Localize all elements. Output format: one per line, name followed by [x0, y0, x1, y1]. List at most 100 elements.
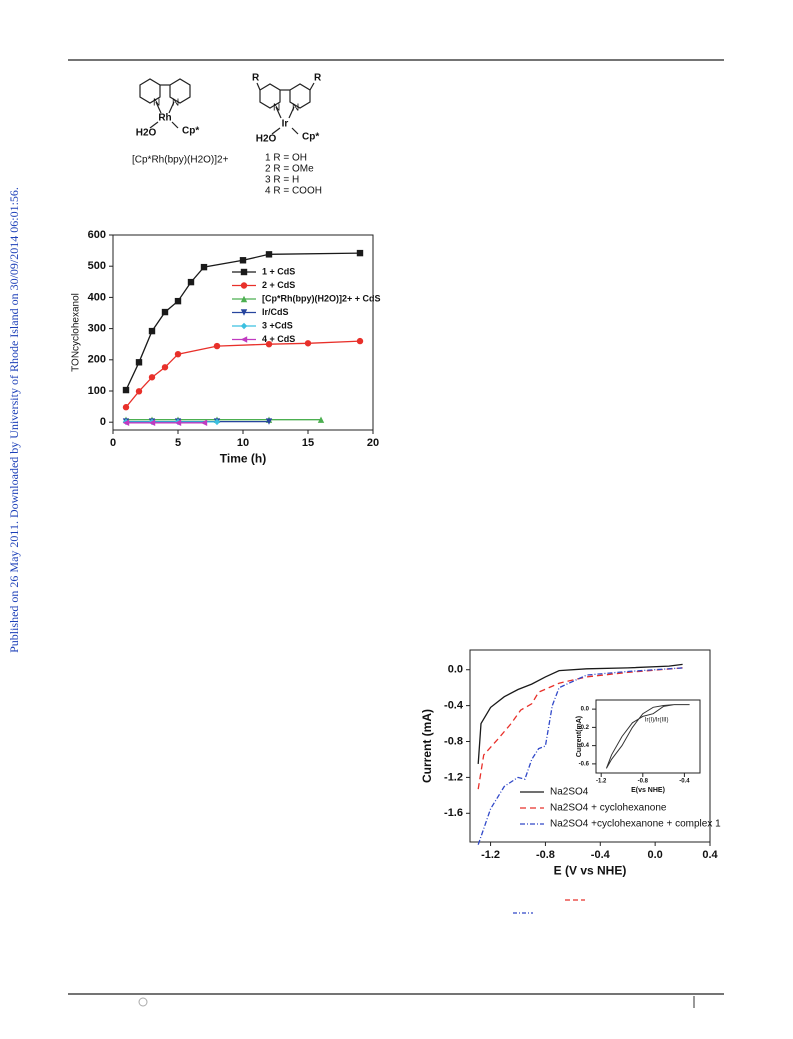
marker: [240, 268, 248, 276]
x-tick-label: -0.8: [638, 779, 649, 785]
compound-name: [Cp*Rh(bpy)(H2O)]2+: [132, 155, 229, 166]
bond: [168, 101, 175, 114]
x-axis-label: E(vs NHE): [631, 787, 665, 794]
marker: [187, 278, 195, 286]
marker: [148, 419, 156, 427]
y-tick-label: 0.0: [448, 664, 463, 676]
x-tick-label: -0.4: [679, 779, 690, 785]
metal: Rh: [158, 113, 171, 124]
series-line: [125, 252, 361, 391]
x-tick-label: 0.4: [702, 849, 718, 861]
legend-label: Na2SO4: [550, 787, 589, 798]
y-tick-label: -0.4: [579, 743, 590, 749]
marker: [200, 419, 208, 427]
marker: [317, 416, 325, 423]
x-tick-label: -1.2: [596, 779, 607, 785]
marker: [240, 282, 248, 289]
y-tick-label: -0.4: [444, 700, 464, 712]
marker: [304, 340, 312, 347]
atom: N: [172, 98, 179, 109]
ir-structure: [256, 82, 315, 135]
y-axis-label: Current (mA): [420, 709, 434, 783]
marker: [122, 419, 130, 427]
marker: [265, 341, 273, 348]
ligand: Cp*: [302, 132, 319, 143]
y-tick-label: 600: [88, 229, 106, 241]
y-tick-label: -1.2: [444, 771, 463, 783]
bond: [155, 101, 162, 114]
x-tick-label: 15: [302, 437, 314, 449]
marker: [135, 388, 143, 395]
x-tick-label: -1.2: [481, 849, 500, 861]
variant: 1 R = OH: [265, 153, 307, 164]
y-tick-label: 500: [88, 260, 106, 272]
x-axis-label: E (V vs NHE): [554, 864, 627, 878]
atom: N: [292, 103, 299, 114]
y-tick-label: 0.0: [581, 707, 590, 713]
marker: [265, 251, 273, 258]
y-axis-label: Current(mA): [576, 716, 583, 757]
bond: [256, 82, 261, 91]
footer-icon: [138, 997, 148, 1007]
x-tick-label: 0.0: [647, 849, 662, 861]
marker: [213, 418, 221, 426]
ligand: H2O: [256, 134, 277, 145]
ring: [169, 78, 191, 104]
bond: [171, 121, 179, 129]
series-line: [477, 667, 683, 845]
plot-frame: [595, 699, 701, 774]
y-tick-label: 300: [88, 323, 106, 335]
x-tick-label: 5: [175, 437, 181, 449]
x-tick-label: -0.4: [591, 849, 611, 861]
marker: [240, 295, 248, 303]
bond: [149, 121, 159, 129]
atom: N: [153, 98, 160, 109]
marker: [240, 322, 248, 330]
y-tick-label: -0.6: [579, 761, 590, 767]
bond: [288, 106, 295, 119]
marker: [161, 364, 169, 371]
legend-label: Ir/CdS: [262, 307, 289, 317]
marker: [122, 404, 130, 411]
series-line: [477, 667, 683, 790]
y-tick-label: -1.6: [444, 807, 463, 819]
y-tick-label: 0: [100, 416, 106, 428]
y-tick-label: 200: [88, 354, 106, 366]
legend-label: 4 + CdS: [262, 334, 295, 344]
ring: [289, 83, 311, 109]
marker: [148, 374, 156, 381]
y-tick-label: 100: [88, 385, 106, 397]
x-tick-label: 20: [367, 437, 379, 449]
marker: [356, 249, 364, 257]
marker: [213, 342, 221, 350]
marker: [265, 418, 273, 425]
atom: N: [273, 103, 280, 114]
legend-label: Na2SO4 + cyclohexanone: [550, 803, 667, 814]
y-tick-label: -0.2: [579, 725, 590, 731]
bond: [291, 127, 299, 135]
substituent: R: [252, 73, 260, 84]
y-axis-label: TONcyclohexanol: [71, 293, 82, 372]
series-line: [125, 340, 361, 408]
marker: [200, 263, 208, 271]
ring: [259, 83, 281, 109]
marker: [161, 308, 169, 316]
marker: [122, 386, 130, 394]
x-tick-label: 0: [110, 437, 116, 449]
marker: [135, 359, 143, 366]
variant: 3 R = H: [265, 175, 299, 186]
marker: [174, 297, 182, 305]
bond: [275, 106, 282, 119]
x-tick-label: -0.8: [536, 849, 555, 861]
ligand: H2O: [136, 128, 157, 139]
marker: [356, 337, 364, 345]
variant: 2 R = OMe: [265, 164, 314, 175]
marker: [239, 257, 247, 264]
metal: Ir: [282, 119, 289, 130]
legend-label: 2 + CdS: [262, 280, 295, 290]
annotation: Ir(I)/Ir(III): [645, 718, 669, 724]
series-line: [605, 704, 690, 769]
y-tick-label: 400: [88, 291, 106, 303]
